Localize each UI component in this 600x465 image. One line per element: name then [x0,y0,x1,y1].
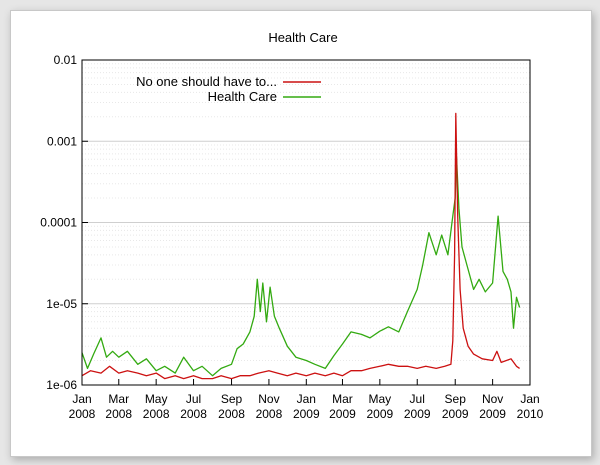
x-tick-label-year: 2008 [218,407,245,421]
x-tick-label-year: 2008 [105,407,132,421]
x-tick-label-year: 2009 [479,407,506,421]
x-tick-label-month: Jul [410,392,425,406]
x-tick-label-year: 2008 [256,407,283,421]
series-line-1 [81,155,521,377]
x-tick-label-month: Jul [186,392,201,406]
x-tick-label-year: 2008 [143,407,170,421]
x-tick-label-year: 2009 [404,407,431,421]
grid [82,59,530,386]
axes: 1e-061e-050.00010.0010.01Jan2008Mar2008M… [40,53,543,421]
x-tick-label-month: Jan [520,392,539,406]
y-tick-label: 0.001 [47,134,77,148]
y-tick-label: 0.01 [54,53,78,67]
x-tick-label-year: 2009 [366,407,393,421]
x-tick-label-month: Sep [221,392,243,406]
x-tick-label-month: May [369,392,392,406]
legend-label-1: Health Care [208,89,277,104]
x-tick-label-year: 2009 [293,407,320,421]
x-tick-label-month: May [145,392,168,406]
x-tick-label-month: Nov [482,392,503,406]
x-tick-label-year: 2009 [329,407,356,421]
x-tick-label-month: Jan [297,392,316,406]
series-line-0 [81,112,520,380]
x-tick-label-month: Mar [332,392,353,406]
legend-label-0: No one should have to... [136,74,277,89]
x-tick-label-month: Nov [258,392,279,406]
x-tick-label-year: 2009 [442,407,469,421]
chart-title: Health Care [268,30,337,45]
x-tick-label-year: 2010 [517,407,544,421]
x-tick-label-year: 2008 [69,407,96,421]
x-tick-label-month: Sep [445,392,467,406]
line-chart: Health Care 1e-06 1e-05 0.0001 0.001 0.01 Jan… [40,30,543,421]
series-layer [81,112,521,380]
y-tick-label: 1e-05 [46,297,77,311]
x-tick-label-month: Mar [108,392,129,406]
x-tick-label-month: Jan [72,392,91,406]
legend: No one should have to...Health Care [136,74,321,104]
y-tick-label: 0.0001 [40,216,77,230]
y-tick-label: 1e-06 [46,378,77,392]
x-tick-label-year: 2008 [180,407,207,421]
chart-frame: Health Care 1e-06 1e-05 0.0001 0.001 0.01 Jan… [10,10,592,457]
